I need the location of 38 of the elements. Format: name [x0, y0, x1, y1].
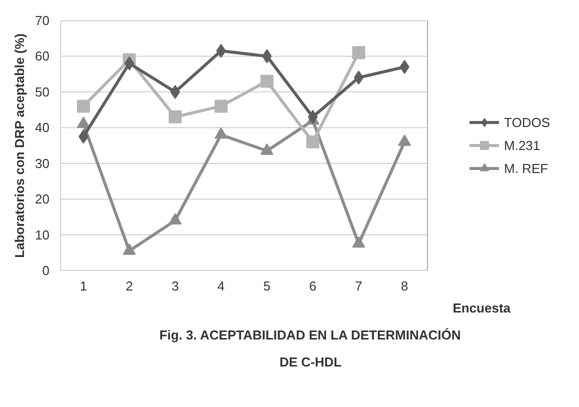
x-tick-label: 4	[217, 278, 225, 294]
point	[306, 135, 320, 148]
point	[352, 236, 366, 248]
point	[214, 127, 228, 139]
x-tick-label: 2	[126, 278, 133, 294]
point	[76, 100, 90, 113]
point	[168, 213, 182, 224]
legend-label: M.231	[504, 138, 540, 152]
y-tick-label: 60	[35, 48, 50, 64]
legend-label: M. REF	[504, 160, 548, 176]
x-tick-label: 3	[172, 278, 179, 294]
point	[122, 243, 136, 255]
point	[260, 74, 274, 88]
point	[214, 100, 228, 113]
y-tick-label: 20	[35, 192, 50, 207]
point	[124, 56, 134, 70]
x-axis-title: Encuesta	[452, 300, 512, 316]
point	[260, 143, 274, 155]
y-tick-label: 0	[42, 263, 50, 278]
point	[398, 134, 412, 146]
legend-label: TODOS	[504, 114, 550, 130]
text: Fig. 3. ACEPTABILIDAD EN LA DETERMINACIÓN DE C-HDL	[159, 328, 461, 370]
point	[170, 84, 180, 99]
x-tick-label: 7	[355, 278, 362, 294]
point	[352, 46, 366, 60]
y-tick-label: 50	[35, 84, 50, 100]
x-tick-label: 8	[400, 278, 408, 294]
y-tick-label: 30	[35, 156, 50, 171]
point	[308, 110, 318, 124]
y-tick-label: 40	[35, 120, 50, 136]
y-tick-label: 70	[35, 13, 50, 28]
x-tick-label: 6	[309, 278, 316, 294]
point	[76, 116, 90, 128]
x-tick-label: 1	[80, 278, 88, 294]
y-tick-label: 10	[35, 227, 50, 242]
point	[168, 110, 182, 124]
x-tick-label: 5	[263, 278, 271, 294]
y-axis-title: Laboratorios con DRP aceptable (%)	[12, 33, 28, 258]
